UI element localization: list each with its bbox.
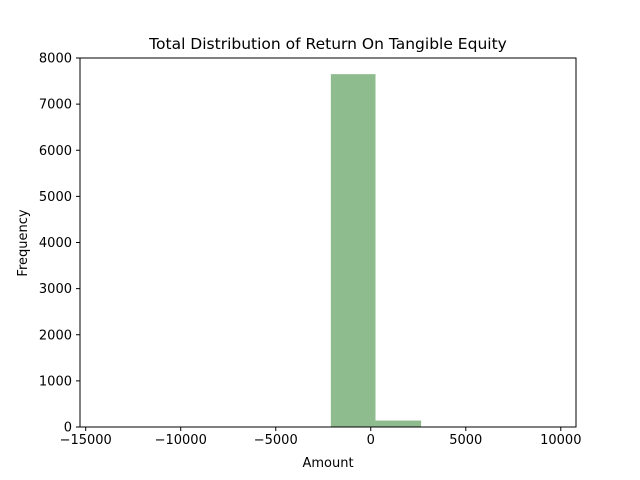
bars-group bbox=[330, 74, 422, 428]
histogram-bar bbox=[375, 420, 422, 427]
x-tick-label: −5000 bbox=[254, 433, 298, 448]
histogram-bar bbox=[330, 74, 376, 428]
chart-title: Total Distribution of Return On Tangible… bbox=[148, 35, 507, 53]
y-tick-label: 8000 bbox=[39, 52, 72, 67]
x-tick-label: 5000 bbox=[449, 433, 482, 448]
x-tick-label: 0 bbox=[367, 433, 375, 448]
y-tick-label: 3000 bbox=[39, 282, 72, 297]
x-tick-label: −15000 bbox=[60, 433, 112, 448]
y-tick-label: 2000 bbox=[39, 328, 72, 343]
y-tick-label: 0 bbox=[64, 421, 72, 436]
y-tick-label: 7000 bbox=[39, 98, 72, 113]
x-tick-label: 10000 bbox=[540, 433, 581, 448]
y-tick-label: 1000 bbox=[39, 374, 72, 389]
y-axis-label: Frequency bbox=[16, 209, 31, 276]
y-tick-label: 5000 bbox=[39, 190, 72, 205]
y-ticks: 0 1000 2000 3000 4000 5000 6000 7000 8000 bbox=[39, 52, 80, 436]
plot-frame bbox=[79, 57, 577, 428]
x-tick-label: −10000 bbox=[155, 433, 207, 448]
x-axis-label: Amount bbox=[302, 456, 353, 471]
y-tick-label: 6000 bbox=[39, 144, 72, 159]
x-ticks: −15000 −10000 −5000 0 5000 10000 bbox=[60, 427, 581, 448]
y-tick-label: 4000 bbox=[39, 236, 72, 251]
